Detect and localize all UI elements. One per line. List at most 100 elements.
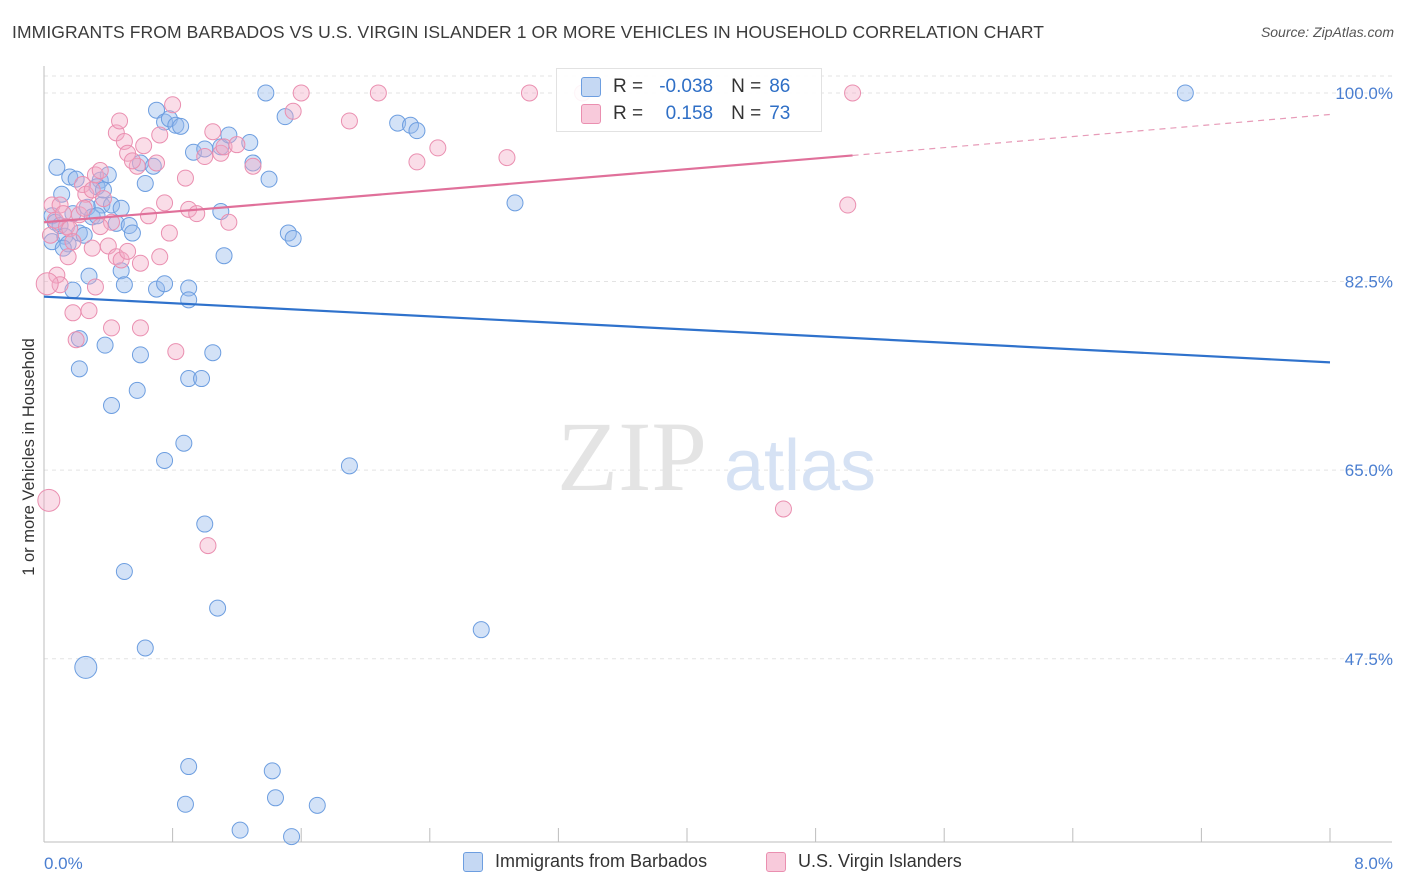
point-virgin-islanders — [37, 488, 61, 512]
point-barbados — [180, 291, 198, 309]
point-barbados — [103, 397, 121, 414]
point-barbados — [96, 336, 114, 354]
trend-line-virgin-islanders — [43, 154, 853, 224]
point-virgin-islanders — [369, 84, 387, 102]
point-virgin-islanders — [103, 213, 121, 231]
point-virgin-islanders — [228, 136, 246, 154]
point-virgin-islanders — [41, 226, 59, 244]
point-virgin-islanders — [91, 162, 109, 180]
point-barbados — [209, 599, 227, 617]
stats-r-value: 0.158 — [665, 103, 714, 124]
point-barbados — [506, 194, 524, 212]
stats-n-value: 73 — [769, 103, 791, 124]
chart-title: IMMIGRANTS FROM BARBADOS VS U.S. VIRGIN … — [12, 22, 1045, 42]
point-barbados — [115, 276, 133, 294]
point-barbados — [1176, 84, 1194, 102]
point-virgin-islanders — [103, 319, 121, 337]
point-barbados — [48, 158, 66, 176]
point-virgin-islanders — [408, 153, 426, 171]
point-barbados — [156, 451, 174, 469]
axes — [43, 66, 1392, 843]
stats-row-barbados: R = -0.038 N = 86 — [581, 74, 790, 100]
point-barbados — [266, 789, 284, 807]
point-barbados — [231, 821, 249, 839]
y-axis-title: 1 or more Vehicles in Household — [20, 338, 38, 576]
point-virgin-islanders — [119, 242, 137, 260]
stats-swatch-virgin-islanders — [581, 104, 601, 124]
point-barbados — [112, 199, 130, 217]
point-barbados — [308, 796, 326, 814]
point-barbados — [184, 143, 202, 161]
point-barbados — [283, 828, 301, 846]
point-virgin-islanders — [340, 112, 358, 130]
y-tick-label: 100.0% — [1335, 84, 1393, 103]
point-barbados — [180, 279, 198, 297]
point-barbados — [70, 360, 88, 378]
y-tick-label: 47.5% — [1345, 650, 1393, 669]
legend-label-virgin-islanders: U.S. Virgin Islanders — [798, 851, 962, 871]
point-virgin-islanders — [131, 254, 149, 272]
point-virgin-islanders — [91, 218, 109, 236]
point-virgin-islanders — [64, 233, 82, 251]
point-virgin-islanders — [111, 112, 129, 130]
point-virgin-islanders — [844, 84, 862, 102]
watermark: ZIP atlas — [557, 401, 876, 512]
point-barbados — [88, 207, 106, 225]
point-barbados — [80, 267, 98, 285]
point-virgin-islanders — [48, 266, 66, 284]
point-virgin-islanders — [498, 149, 516, 167]
point-virgin-islanders — [86, 278, 104, 296]
point-barbados — [74, 655, 98, 679]
point-barbados — [241, 134, 259, 152]
point-virgin-islanders — [75, 199, 93, 217]
y-tick-label: 82.5% — [1345, 273, 1393, 292]
point-barbados — [131, 346, 149, 364]
point-virgin-islanders — [67, 331, 85, 349]
point-barbados — [93, 196, 111, 214]
point-virgin-islanders — [51, 276, 69, 294]
legend-item-virgin-islanders[interactable]: U.S. Virgin Islanders — [766, 851, 962, 872]
point-barbados — [123, 224, 141, 242]
point-barbados — [204, 344, 222, 362]
x-tick-labels: 0.0% 8.0% — [44, 854, 1393, 873]
point-virgin-islanders — [429, 139, 447, 157]
point-barbados — [180, 370, 198, 388]
point-barbados — [389, 114, 407, 132]
trend-line-virgin-islanders-extension — [852, 113, 1331, 157]
point-barbados — [180, 758, 198, 776]
y-tick-label: 65.0% — [1345, 461, 1393, 480]
point-virgin-islanders — [160, 224, 178, 242]
point-virgin-islanders — [244, 157, 262, 175]
point-virgin-islanders — [220, 213, 238, 231]
x-tick-label-max: 8.0% — [1354, 854, 1393, 873]
point-barbados — [196, 515, 214, 533]
point-barbados — [53, 185, 71, 203]
point-virgin-islanders — [204, 123, 222, 141]
point-virgin-islanders — [35, 272, 59, 296]
point-barbados — [136, 174, 154, 192]
point-virgin-islanders — [51, 196, 69, 214]
point-virgin-islanders — [123, 152, 141, 170]
stats-r-value: -0.038 — [659, 76, 714, 97]
point-virgin-islanders — [215, 138, 233, 156]
stats-swatch-barbados — [581, 77, 601, 97]
point-virgin-islanders — [164, 96, 182, 114]
point-virgin-islanders — [148, 154, 166, 172]
point-barbados — [156, 113, 174, 131]
point-barbados — [128, 381, 146, 399]
stats-box: R = -0.038 N = 86 R = 0.158 N = 73 — [556, 68, 822, 132]
stats-n-label: N = — [731, 103, 762, 124]
point-virgin-islanders — [83, 239, 101, 257]
point-virgin-islanders — [128, 157, 146, 175]
watermark-zip: ZIP — [557, 401, 707, 512]
point-virgin-islanders — [167, 343, 185, 361]
point-virgin-islanders — [839, 196, 857, 214]
legend-item-barbados[interactable]: Immigrants from Barbados — [463, 851, 707, 872]
stats-n-value: 86 — [769, 76, 791, 97]
point-barbados — [472, 621, 490, 639]
legend: Immigrants from Barbados U.S. Virgin Isl… — [0, 851, 1406, 879]
point-barbados — [176, 795, 194, 813]
stats-r-label: R = — [613, 103, 644, 124]
watermark-atlas: atlas — [724, 426, 876, 506]
